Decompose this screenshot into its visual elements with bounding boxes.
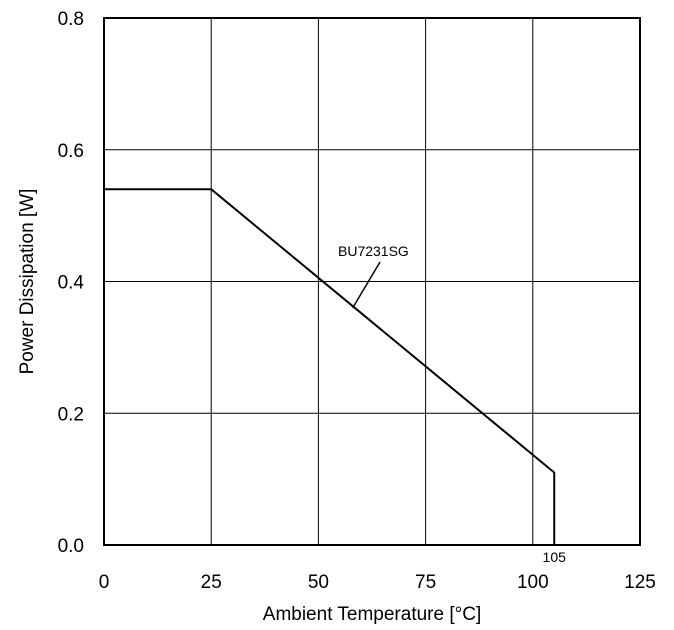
y-tick-label: 0.4 (58, 273, 85, 294)
x-tick-label: 50 (308, 572, 329, 593)
cutoff-temperature-label: 105 (543, 549, 567, 565)
y-tick-label: 0.0 (58, 536, 84, 557)
grid-lines (104, 18, 640, 545)
annotation-leader-line (352, 261, 381, 309)
series-line (104, 188, 556, 545)
y-tick-label: 0.2 (58, 404, 84, 425)
x-axis-title: Ambient Temperature [°C] (263, 604, 481, 625)
x-tick-label: 0 (99, 572, 110, 593)
series-group (104, 188, 556, 545)
x-tick-label: 75 (415, 572, 436, 593)
y-axis-title: Power Dissipation [W] (17, 189, 38, 375)
y-tick-label: 0.6 (58, 141, 84, 162)
annotations-group: BU7231SG 105 (338, 243, 566, 565)
plot-area-frame (103, 17, 641, 546)
x-tick-label: 100 (517, 572, 549, 593)
x-tick-labels: 0 25 50 75 100 125 (99, 572, 656, 593)
y-tick-labels: 0.0 0.2 0.4 0.6 0.8 (58, 9, 85, 557)
y-tick-label: 0.8 (58, 9, 84, 30)
x-tick-label: 125 (624, 572, 656, 593)
series-label-annotation: BU7231SG (338, 243, 409, 259)
x-tick-label: 25 (201, 572, 222, 593)
